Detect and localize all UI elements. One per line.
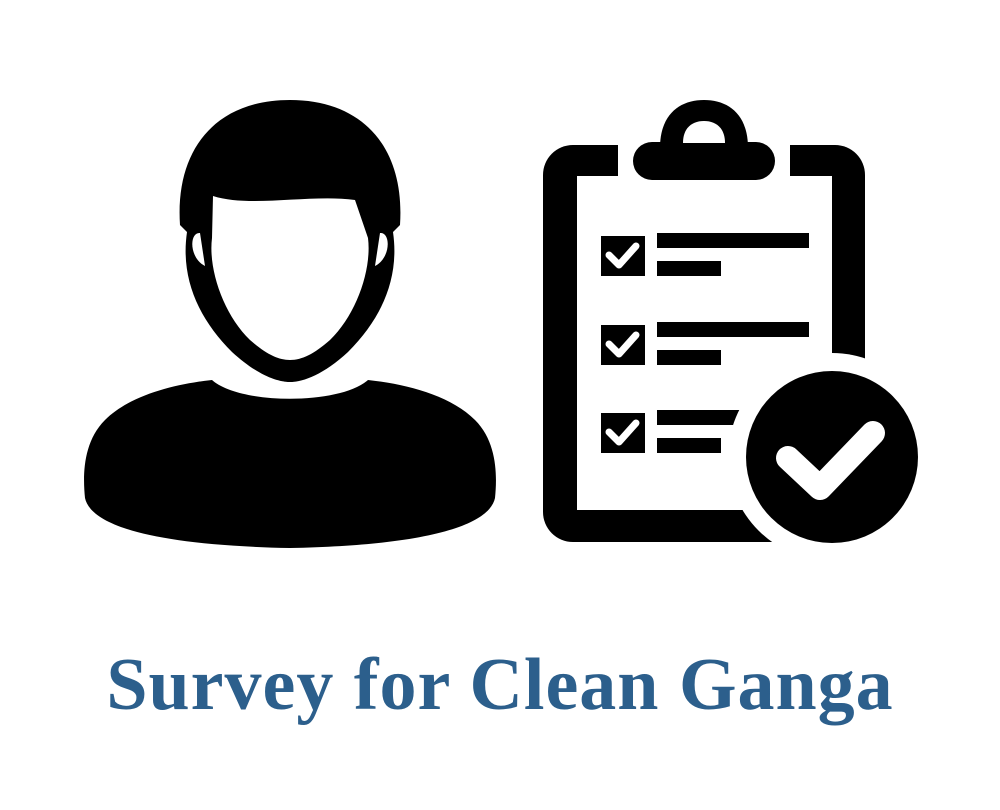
clipboard-clip-hole [683, 121, 725, 143]
survey-illustration [84, 100, 936, 561]
page-title: Survey for Clean Ganga [106, 644, 894, 726]
check-circle-icon [728, 353, 936, 561]
clipboard-clip-bar [633, 142, 775, 180]
checklist-item [601, 233, 809, 276]
ear-shapes [192, 232, 388, 266]
face-shape [211, 196, 369, 360]
checklist-item [601, 322, 809, 365]
checklist-item [601, 410, 757, 453]
